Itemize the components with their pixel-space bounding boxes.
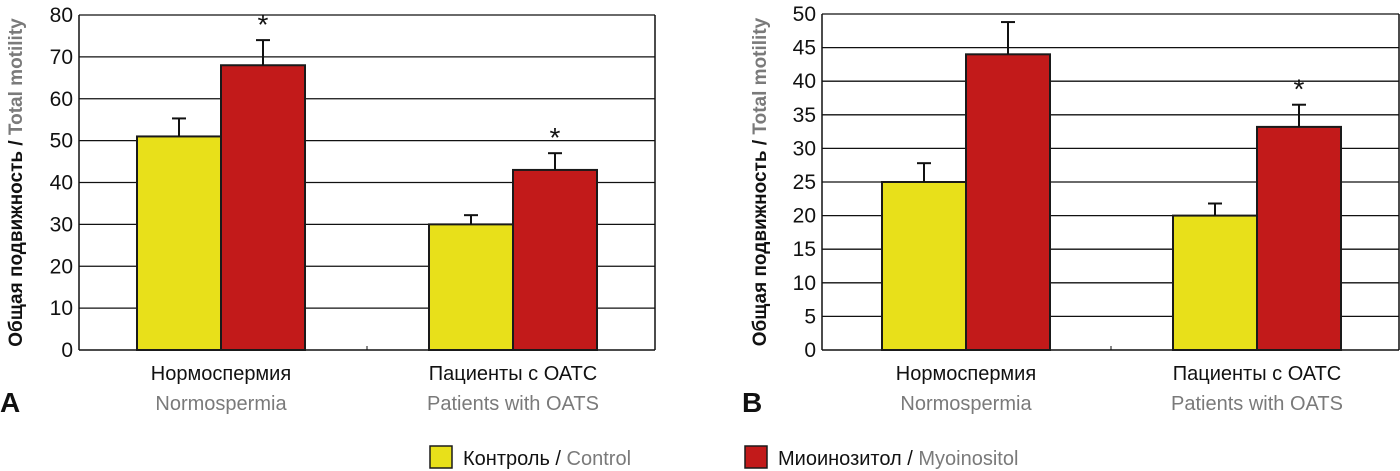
category-label-ru: Пациенты с ОАТС <box>429 363 598 385</box>
category-label-en: Normospermia <box>155 393 287 415</box>
y-tick-label: 40 <box>50 172 73 195</box>
y-axis-label-en: Total motility <box>6 18 27 135</box>
y-tick-label: 10 <box>793 272 816 295</box>
bar-myoinositol <box>1256 125 1342 351</box>
y-tick-label: 50 <box>50 130 73 153</box>
category-label-ru: Нормоспермия <box>151 363 291 385</box>
category-label-ru: Нормоспермия <box>896 363 1036 385</box>
legend-label-sep: / <box>550 448 567 470</box>
legend: Контроль / Control Миоинозитол / Myoinosi… <box>429 445 1018 470</box>
y-tick-label: 20 <box>50 255 73 278</box>
y-tick-label: 50 <box>793 3 816 26</box>
y-tick-label: 40 <box>793 70 816 93</box>
bar-control <box>1172 214 1258 351</box>
y-tick-label: 70 <box>50 46 73 69</box>
y-axis-label-sep: / <box>750 135 771 151</box>
legend-label-en: Myoinositol <box>918 448 1018 470</box>
y-axis-label-ru: Общая подвижность <box>6 151 27 347</box>
bar-control <box>881 181 967 351</box>
y-tick-label: 35 <box>793 104 816 127</box>
bar-control <box>428 223 514 351</box>
panel-b-chart: 0 5 10 15 20 25 30 35 40 45 50 Нормоспермия Normospe… <box>742 3 1400 418</box>
y-tick-label: 0 <box>61 339 73 362</box>
y-axis-label-sep: / <box>6 135 27 151</box>
y-tick-label: 30 <box>50 213 73 236</box>
legend-label-sep: / <box>902 448 919 470</box>
legend-label-ru: Миоинозитол <box>778 448 902 470</box>
category-label-ru: Пациенты с ОАТС <box>1173 363 1342 385</box>
bar-myoinositol <box>512 168 598 351</box>
legend-label-ru: Контроль <box>463 448 550 470</box>
panel-a-chart: 0 10 20 30 40 50 60 70 80 * Нормоспермия Normosperm… <box>0 4 656 418</box>
y-tick-label: 0 <box>804 339 816 362</box>
significance-marker: * <box>1294 74 1305 105</box>
legend-label: Миоинозитол / Myoinositol <box>778 448 1018 470</box>
bar-myoinositol <box>965 53 1051 351</box>
y-tick-label: 10 <box>50 297 73 320</box>
significance-marker: * <box>258 9 269 40</box>
panel-label: B <box>742 387 762 418</box>
y-tick-label: 20 <box>793 205 816 228</box>
y-axis-label: Общая подвижность / Total motility <box>750 17 771 346</box>
y-tick-label: 25 <box>793 171 816 194</box>
y-axis-label-ru: Общая подвижность <box>750 150 771 346</box>
category-label-en: Normospermia <box>900 393 1032 415</box>
y-tick-label: 15 <box>793 238 816 261</box>
y-axis-label: Общая подвижность / Total motility <box>6 18 27 347</box>
legend-swatch <box>429 445 453 469</box>
legend-swatch <box>744 445 768 469</box>
legend-label-en: Control <box>567 448 631 470</box>
significance-marker: * <box>550 122 561 153</box>
bar-myoinositol <box>220 64 306 351</box>
y-tick-label: 5 <box>804 305 816 328</box>
y-axis-label-en: Total motility <box>750 17 771 134</box>
category-label-en: Patients with OATS <box>1171 393 1343 415</box>
panel-label: A <box>0 387 20 418</box>
y-tick-label: 80 <box>50 4 73 27</box>
y-tick-label: 45 <box>793 37 816 60</box>
bar-control <box>136 135 222 351</box>
legend-label: Контроль / Control <box>463 448 631 470</box>
y-tick-label: 30 <box>793 137 816 160</box>
y-tick-label: 60 <box>50 88 73 111</box>
category-label-en: Patients with OATS <box>427 393 599 415</box>
